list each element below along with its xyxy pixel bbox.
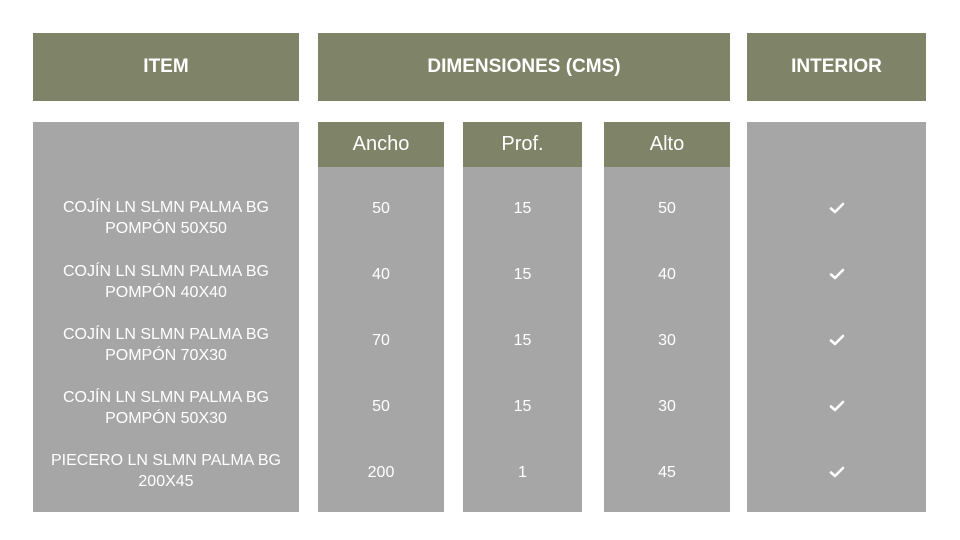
ancho-column — [318, 122, 444, 512]
row-4-ancho: 50 — [372, 397, 390, 415]
row-5-item: PIECERO LN SLMN PALMA BG 200X45 — [51, 452, 281, 490]
row-4-prof: 15 — [513, 397, 532, 415]
header-dimensions: DIMENSIONES (CMS) — [318, 33, 730, 101]
row-2-ancho: 40 — [372, 265, 390, 283]
subheader-alto: Alto — [604, 122, 730, 167]
row-4-item: COJÍN LN SLMN PALMA BG POMPÓN 50X30 — [63, 389, 269, 427]
header-interior: INTERIOR — [747, 33, 926, 101]
checkmark-icon — [829, 202, 845, 214]
row-5-alto: 45 — [658, 463, 676, 481]
row-1-item: COJÍN LN SLMN PALMA BG POMPÓN 50X50 — [63, 199, 269, 237]
checkmark-icon — [829, 268, 845, 280]
checkmark-icon — [829, 466, 845, 478]
row-5-ancho: 200 — [367, 463, 395, 481]
checkmark-icon — [829, 400, 845, 412]
interior-column — [747, 122, 926, 512]
row-2-prof: 15 — [513, 265, 532, 283]
subheader-ancho: Ancho — [318, 122, 444, 167]
row-3-prof: 15 — [513, 331, 532, 349]
row-4-alto: 30 — [658, 397, 676, 415]
item-column — [33, 122, 299, 512]
checkmark-icon — [829, 334, 845, 346]
row-2-item: COJÍN LN SLMN PALMA BG POMPÓN 40X40 — [63, 263, 269, 301]
row-2-alto: 40 — [658, 265, 676, 283]
subheader-prof: Prof. — [463, 122, 582, 167]
row-1-ancho: 50 — [372, 199, 390, 217]
row-3-alto: 30 — [658, 331, 676, 349]
row-3-item: COJÍN LN SLMN PALMA BG POMPÓN 70X30 — [63, 326, 269, 364]
header-item: ITEM — [33, 33, 299, 101]
row-1-prof: 15 — [513, 199, 532, 217]
row-1-alto: 50 — [658, 199, 676, 217]
row-3-ancho: 70 — [372, 331, 390, 349]
row-5-prof: 1 — [518, 463, 527, 481]
prof-column — [463, 122, 582, 512]
alto-column — [604, 122, 730, 512]
